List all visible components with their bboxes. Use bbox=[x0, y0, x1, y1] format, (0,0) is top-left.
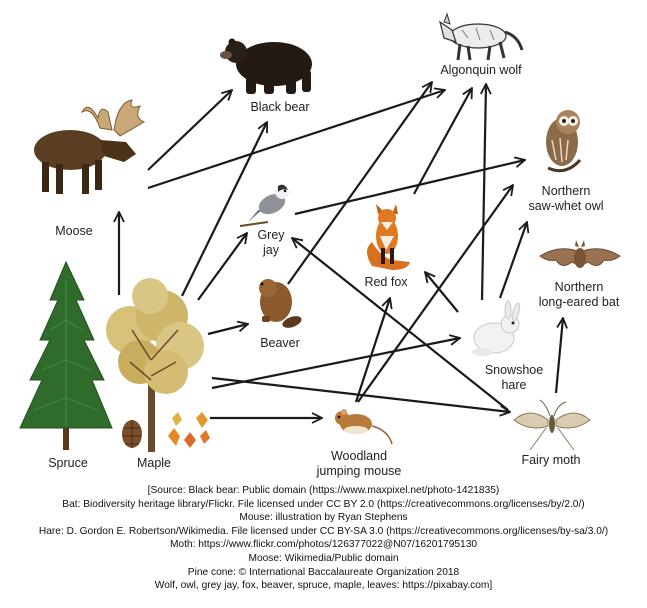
arrow-fairy-moth-grey-jay bbox=[292, 238, 509, 411]
wolf-illustration bbox=[439, 12, 524, 61]
arrow-maple-fairy-moth bbox=[211, 376, 510, 412]
leaves-illustration bbox=[168, 412, 210, 448]
arrow-mouse-owl bbox=[357, 185, 513, 403]
credit-line: Mouse: illustration by Ryan Stephens bbox=[239, 512, 408, 524]
label-northern-long-eared-bat: Northern long-eared bat bbox=[538, 280, 620, 309]
spruce-illustration bbox=[19, 260, 113, 450]
bat-illustration bbox=[539, 240, 621, 268]
pine-cone-illustration bbox=[122, 420, 142, 448]
arrow-hare-fox bbox=[425, 272, 459, 313]
label-moose: Moose bbox=[55, 224, 93, 238]
arrow-mouse-fox bbox=[354, 298, 390, 403]
owl-illustration bbox=[546, 110, 582, 173]
arrow-hare-wolf bbox=[482, 84, 486, 301]
feeding-arrows bbox=[119, 82, 563, 418]
arrow-maple-hare bbox=[211, 338, 460, 390]
credit-line: Moth: https://www.flickr.com/photos/1263… bbox=[169, 539, 478, 551]
label-grey-jay: Grey jay bbox=[257, 228, 285, 257]
arrow-moose-black-bear bbox=[147, 90, 232, 171]
label-algonquin-wolf: Algonquin wolf bbox=[440, 63, 522, 77]
arrow-maple-beaver bbox=[207, 324, 248, 336]
red-fox-illustration bbox=[367, 204, 410, 270]
label-northern-saw-whet-owl: Northern saw-whet owl bbox=[528, 184, 604, 213]
label-red-fox: Red fox bbox=[364, 275, 408, 289]
image-credits: [Source: Black bear: Public domain (http… bbox=[0, 484, 647, 593]
arrow-beaver-wolf bbox=[287, 82, 432, 285]
black-bear-illustration bbox=[220, 38, 312, 94]
arrow-fairy-moth-bat bbox=[554, 318, 563, 394]
label-woodland-jumping-mouse: Woodland jumping mouse bbox=[316, 449, 402, 478]
food-web-diagram bbox=[19, 12, 621, 452]
grey-jay-illustration bbox=[239, 184, 289, 227]
mouse-illustration bbox=[335, 409, 393, 445]
arrow-fox-wolf bbox=[413, 88, 472, 195]
label-black-bear: Black bear bbox=[250, 100, 310, 114]
label-snowshoe-hare: Snowshoe hare bbox=[484, 363, 544, 392]
credit-line: Hare: D. Gordon E. Robertson/Wikimedia. … bbox=[38, 525, 609, 537]
maple-illustration bbox=[106, 278, 204, 452]
arrow-hare-owl bbox=[498, 222, 527, 299]
label-maple: Maple bbox=[136, 456, 172, 470]
label-spruce: Spruce bbox=[48, 456, 88, 470]
arrow-maple-black-bear bbox=[181, 122, 267, 297]
moose-illustration bbox=[34, 99, 146, 194]
beaver-illustration bbox=[259, 279, 302, 328]
fairy-moth-illustration bbox=[513, 399, 591, 451]
credit-line: [Source: Black bear: Public domain (http… bbox=[147, 485, 500, 496]
credit-line: Bat: Biodiversity heritage library/Flick… bbox=[62, 498, 585, 510]
snowshoe-hare-illustration bbox=[472, 300, 521, 356]
arrow-moose-wolf bbox=[147, 90, 445, 190]
arrow-maple-grey-jay bbox=[197, 233, 247, 301]
arrow-grey-jay-owl bbox=[294, 160, 525, 216]
credit-line: Wolf, owl, grey jay, fox, beaver, spruce… bbox=[154, 580, 493, 592]
label-beaver: Beaver bbox=[260, 336, 300, 350]
label-fairy-moth: Fairy moth bbox=[521, 453, 581, 467]
credit-line: Pine cone: © International Baccalaureate… bbox=[187, 566, 460, 578]
credit-line: Moose: Wikimedia/Public domain bbox=[248, 552, 399, 564]
